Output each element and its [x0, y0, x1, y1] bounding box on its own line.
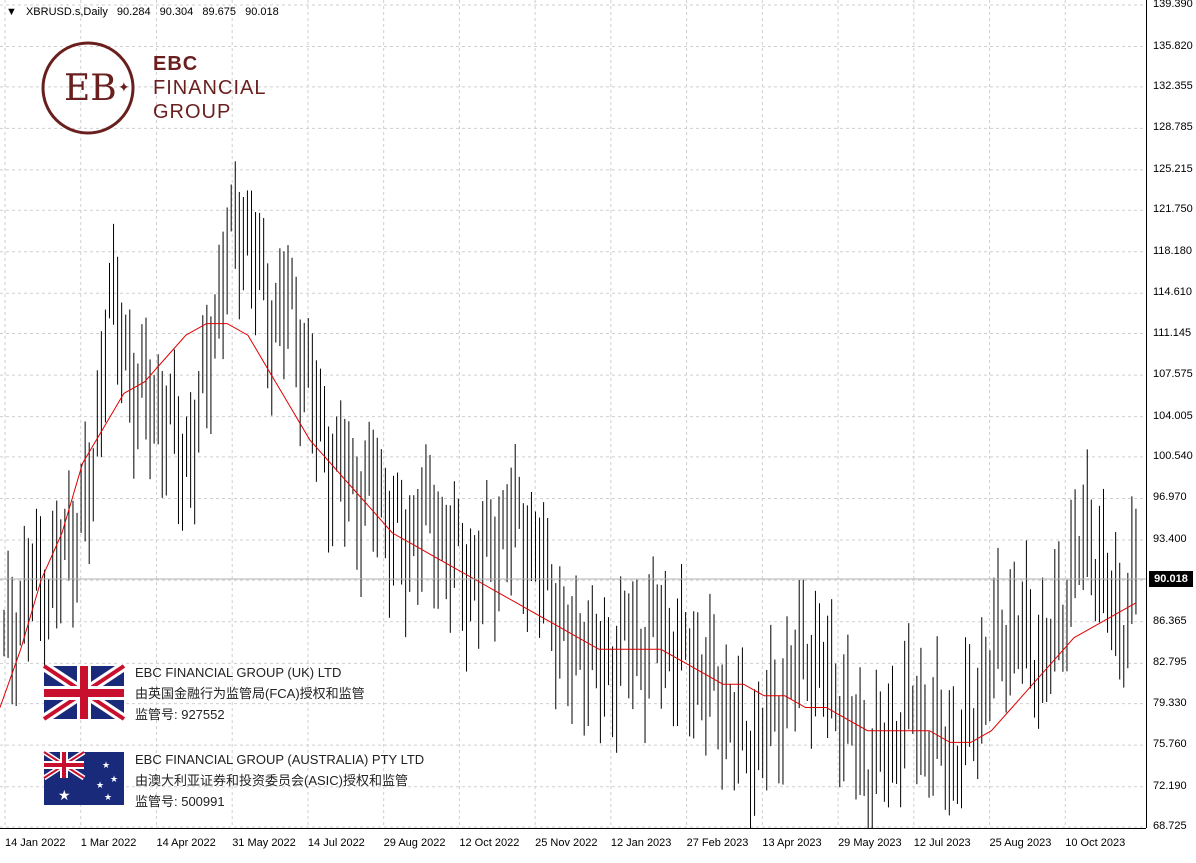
y-tick-label: 68.725 — [1153, 820, 1187, 832]
time-axis[interactable]: 14 Jan 2022 1 Mar 2022 14 Apr 2022 31 May 2… — [0, 828, 1146, 863]
y-tick-label: 107.575 — [1153, 368, 1193, 381]
y-tick-label: 125.215 — [1153, 162, 1193, 175]
svg-text:✦: ✦ — [118, 80, 130, 96]
y-tick-label: 114.610 — [1153, 286, 1192, 299]
close-value: 90.018 — [245, 6, 279, 18]
chart-grid — [0, 0, 1146, 828]
x-tick-label: 1 Mar 2022 — [80, 837, 137, 849]
x-tick-label: 12 Jul 2023 — [913, 837, 971, 849]
price-axis[interactable]: 139.390 135.820 132.355 128.785 125.215 121.7… — [1146, 0, 1196, 832]
moving-average-line — [0, 323, 1137, 743]
open-value: 90.284 — [116, 6, 151, 18]
x-tick-label: 25 Nov 2022 — [535, 837, 598, 849]
y-tick-label: 79.330 — [1153, 696, 1187, 709]
uk-authorization: 由英国金融行为监管局(FCA)授权和监管 — [135, 686, 365, 701]
symbol-label: XBRUSD.s,Daily — [25, 6, 108, 18]
y-tick-label: 135.820 — [1153, 39, 1193, 52]
brand-line2: FINANCIAL — [153, 77, 267, 99]
x-tick-label: 13 Apr 2023 — [762, 837, 822, 849]
y-tick-label: 128.785 — [1153, 121, 1193, 134]
x-tick-label: 29 May 2023 — [838, 837, 902, 849]
uk-regulator-info: EBC FINANCIAL GROUP (UK) LTD 由英国金融行为监管局(… — [135, 662, 365, 725]
low-value: 89.675 — [202, 6, 237, 18]
x-tick-label: 14 Jul 2022 — [307, 837, 365, 849]
y-tick-label: 132.355 — [1153, 79, 1193, 92]
x-tick-label: 27 Feb 2023 — [686, 837, 749, 849]
svg-text:EB: EB — [64, 68, 117, 109]
y-tick-label: 75.760 — [1153, 738, 1187, 751]
y-tick-label: 96.970 — [1153, 491, 1187, 504]
y-tick-label: 111.145 — [1153, 326, 1192, 339]
brand-line3: GROUP — [153, 101, 232, 123]
y-tick-label: 121.750 — [1153, 203, 1193, 216]
svg-text:★: ★ — [110, 774, 118, 784]
svg-text:★: ★ — [102, 760, 110, 770]
x-tick-label: 12 Oct 2022 — [459, 837, 520, 849]
triangle-icon: ▼ — [6, 6, 17, 18]
y-tick-label: 118.180 — [1153, 244, 1192, 257]
y-tick-label: 100.540 — [1153, 449, 1193, 462]
y-tick-label: 86.365 — [1153, 614, 1187, 627]
x-tick-label: 14 Jan 2022 — [5, 837, 66, 849]
svg-text:★: ★ — [96, 780, 104, 790]
au-registration: 监管号: 500991 — [135, 794, 225, 809]
brand-text: EBC FINANCIAL GROUP — [153, 52, 266, 124]
y-tick-label: 139.390 — [1153, 0, 1193, 10]
australia-flag: ★ ★ ★ ★ ★ — [42, 749, 124, 805]
uk-company-name: EBC FINANCIAL GROUP (UK) LTD — [135, 665, 342, 680]
uk-registration: 监管号: 927552 — [135, 707, 225, 722]
y-tick-label: 93.400 — [1153, 532, 1187, 545]
x-tick-label: 14 Apr 2022 — [156, 837, 216, 849]
x-tick-label: 29 Aug 2022 — [383, 837, 446, 849]
ebc-logo: EB ✦ — [41, 41, 135, 135]
x-tick-label: 25 Aug 2023 — [989, 837, 1052, 849]
au-company-name: EBC FINANCIAL GROUP (AUSTRALIA) PTY LTD — [135, 752, 425, 767]
y-tick-label: 104.005 — [1153, 409, 1193, 422]
price-bars — [3, 161, 1137, 828]
x-tick-label: 31 May 2022 — [232, 837, 296, 849]
uk-flag — [41, 661, 127, 724]
current-price-badge: 90.018 — [1149, 571, 1193, 587]
brand-line1: EBC — [153, 53, 199, 75]
au-regulator-info: EBC FINANCIAL GROUP (AUSTRALIA) PTY LTD … — [135, 749, 424, 812]
high-value: 90.304 — [159, 6, 194, 18]
au-authorization: 由澳大利亚证券和投资委员会(ASIC)授权和监管 — [135, 773, 409, 788]
svg-text:★: ★ — [104, 792, 112, 802]
chart-header: ▼ XBRUSD.s,Daily 90.284 90.304 89.675 90… — [6, 6, 285, 18]
y-tick-label: 72.190 — [1153, 779, 1187, 792]
y-tick-label: 82.795 — [1153, 656, 1187, 669]
svg-text:★: ★ — [58, 787, 71, 803]
x-tick-label: 12 Jan 2023 — [610, 837, 672, 849]
chart-plot-area[interactable]: EB ✦ ★ ★ ★ ★ ★ — [0, 0, 1146, 828]
x-tick-label: 10 Oct 2023 — [1065, 837, 1126, 849]
